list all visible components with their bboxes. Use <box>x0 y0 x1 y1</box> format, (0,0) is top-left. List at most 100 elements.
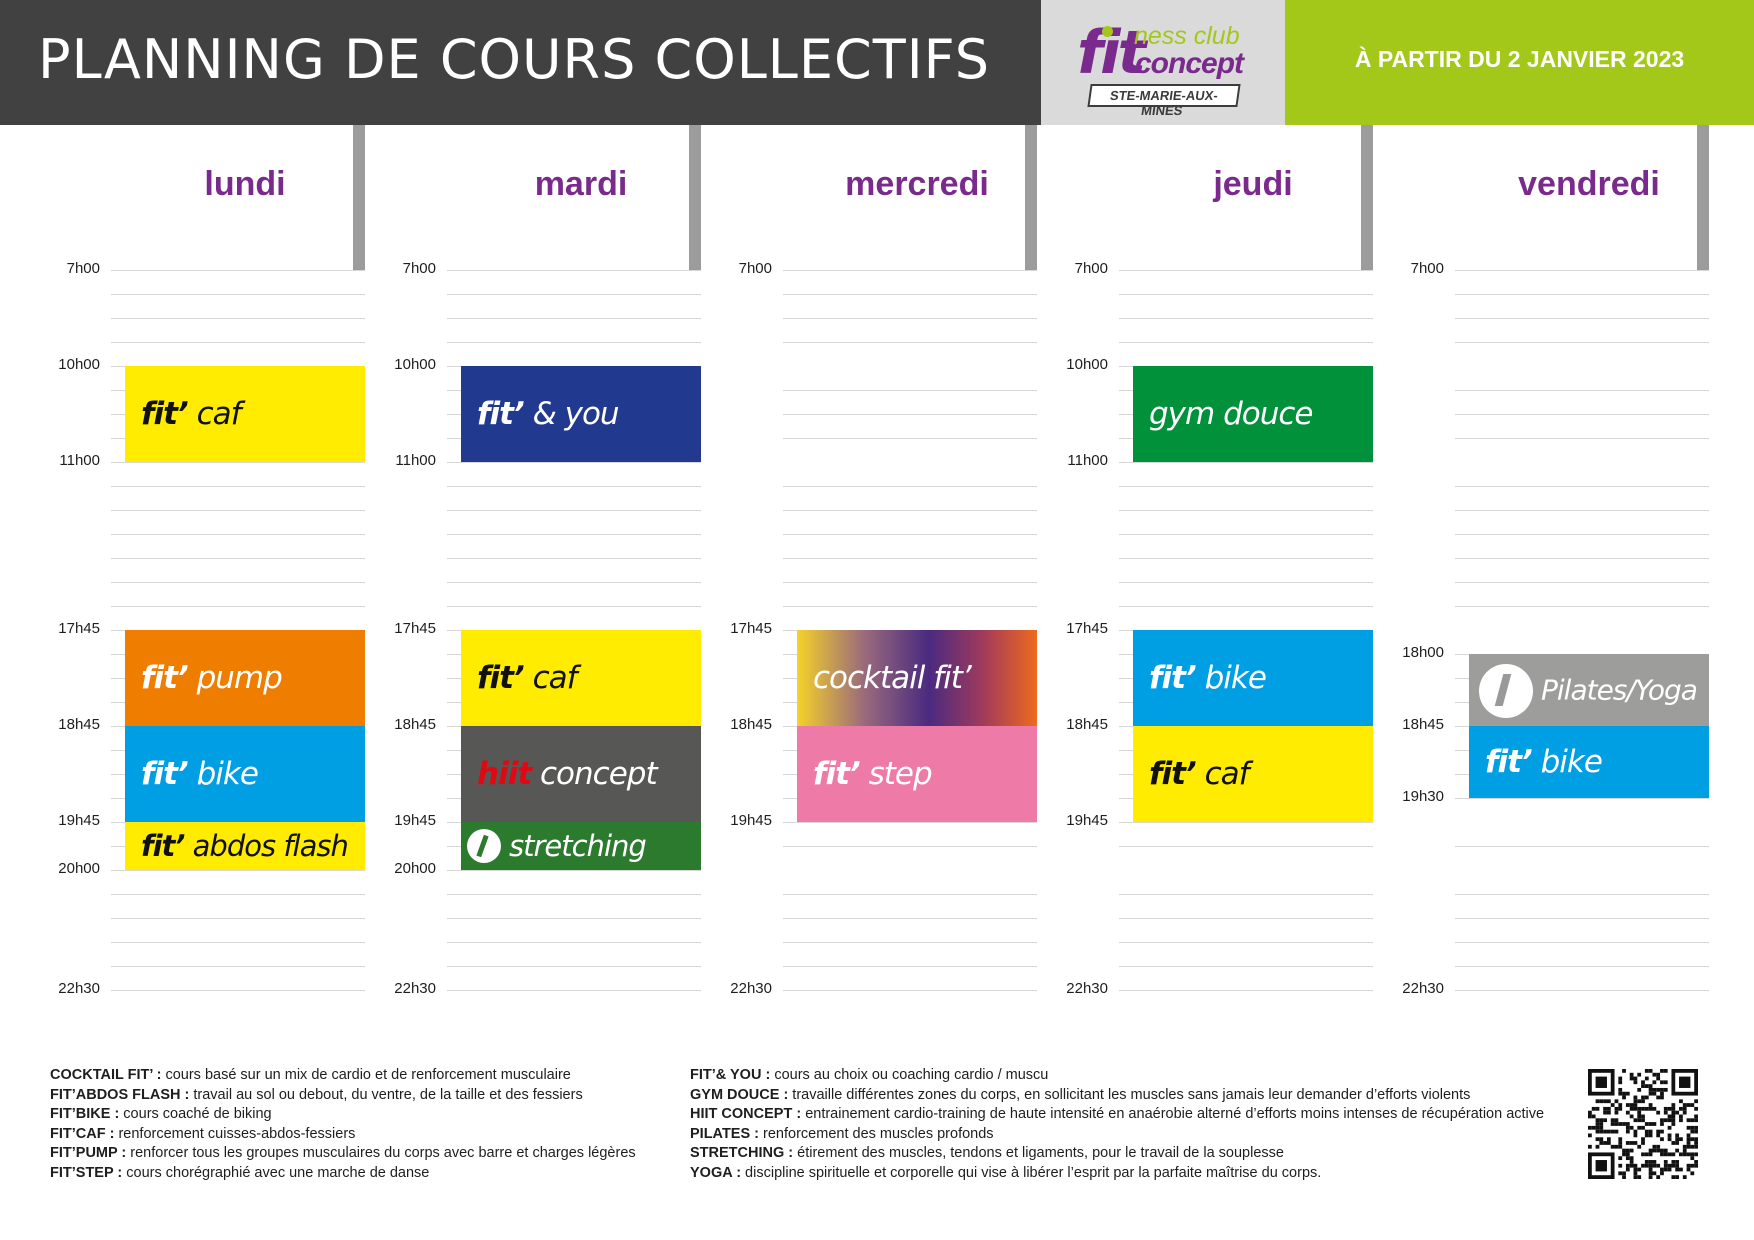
class-block[interactable]: fit’ caf <box>125 366 365 462</box>
logo-concept-text: concept <box>1135 47 1244 80</box>
time-gridline <box>1119 822 1373 823</box>
time-gridline <box>1455 270 1709 271</box>
legend-entry: FIT’PUMP : renforcer tous les groupes mu… <box>50 1144 636 1164</box>
time-gridline <box>111 870 365 871</box>
legend-description: entrainement cardio-training de haute in… <box>801 1106 1545 1122</box>
time-gridline <box>447 942 701 943</box>
class-name: fit’ step <box>813 756 933 792</box>
time-label: 7h00 <box>738 260 772 277</box>
class-block[interactable]: gym douce <box>1133 366 1373 462</box>
class-name: cocktail fit’ <box>813 660 972 696</box>
legend-entry: PILATES : renforcement des muscles profo… <box>690 1125 1544 1145</box>
class-name: fit’ abdos flash <box>141 829 349 863</box>
time-gridline <box>783 510 1037 511</box>
time-gridline <box>1119 462 1373 463</box>
class-block[interactable]: fit’ caf <box>1133 726 1373 822</box>
time-label: 17h45 <box>730 620 772 637</box>
class-block[interactable]: fit’ caf <box>461 630 701 726</box>
time-gridline <box>1119 270 1373 271</box>
class-name: fit’ pump <box>141 660 283 696</box>
day-name: vendredi <box>1518 165 1660 203</box>
legend-description: renforcement cuisses-abdos-fessiers <box>114 1125 356 1142</box>
time-gridline <box>783 318 1037 319</box>
time-gridline <box>783 606 1037 607</box>
time-gridline <box>111 918 365 919</box>
time-gridline <box>1455 534 1709 535</box>
day-column-mardi: mardi 7h00 10h00 11h00 17h45 18h45 19h45 20h00 2… <box>336 0 701 1020</box>
time-label: 19h45 <box>730 812 772 829</box>
legend-description: cours basé sur un mix de cardio et de re… <box>161 1067 571 1083</box>
time-gridline <box>111 966 365 967</box>
class-name: fit’ bike <box>1485 744 1603 780</box>
class-prefix: fit’ <box>1149 756 1197 792</box>
class-block[interactable]: stretching <box>461 822 701 870</box>
time-label: 10h00 <box>58 356 100 373</box>
time-gridline <box>111 342 365 343</box>
time-label: 18h00 <box>1402 644 1444 661</box>
time-gridline <box>1455 390 1709 391</box>
time-gridline <box>783 486 1037 487</box>
class-name: fit’ bike <box>1149 660 1267 696</box>
class-title: stretching <box>509 829 647 863</box>
class-block[interactable]: fit’ & you <box>461 366 701 462</box>
header-date-bar: À PARTIR DU 2 JANVIER 2023 <box>1285 0 1754 125</box>
time-label: 19h30 <box>1402 788 1444 805</box>
time-label: 18h45 <box>730 716 772 733</box>
time-gridline <box>447 486 701 487</box>
legend-entry: FIT’BIKE : cours coaché de biking <box>50 1105 636 1125</box>
day-name: jeudi <box>1213 165 1293 203</box>
class-block[interactable]: fit’ step <box>797 726 1037 822</box>
time-gridline <box>1455 486 1709 487</box>
time-gridline <box>111 558 365 559</box>
class-block[interactable]: Pilates/Yoga <box>1469 654 1709 726</box>
class-block[interactable]: cocktail fit’ <box>797 630 1037 726</box>
class-block[interactable]: fit’ bike <box>1469 726 1709 798</box>
class-block[interactable]: fit’ pump <box>125 630 365 726</box>
legend-entry: FIT’ABDOS FLASH : travail au sol ou debo… <box>50 1086 636 1106</box>
time-label: 18h45 <box>1402 716 1444 733</box>
time-label: 17h45 <box>1066 620 1108 637</box>
time-gridline <box>1455 318 1709 319</box>
club-logo: fit ness club concept STE-MARIE-AUX-MINE… <box>1041 0 1285 125</box>
class-prefix: fit’ <box>1149 660 1197 696</box>
day-name: mardi <box>534 165 628 203</box>
time-label: 19h45 <box>1066 812 1108 829</box>
class-block[interactable]: fit’ bike <box>125 726 365 822</box>
day-column-vendredi: vendredi 7h00 18h00 18h45 19h30 22h30 Pilates/… <box>1344 0 1709 1020</box>
time-gridline <box>447 318 701 319</box>
class-block[interactable]: hiit concept <box>461 726 701 822</box>
legend-key: FIT’BIKE : <box>50 1106 120 1122</box>
time-gridline <box>111 582 365 583</box>
time-gridline <box>1455 942 1709 943</box>
class-title: caf <box>196 396 242 432</box>
day-header-bar <box>1361 125 1373 270</box>
time-label: 7h00 <box>1410 260 1444 277</box>
time-gridline <box>783 558 1037 559</box>
class-name: hiit concept <box>477 756 658 792</box>
time-gridline <box>783 990 1037 991</box>
time-gridline <box>783 846 1037 847</box>
legend-entry: HIIT CONCEPT : entrainement cardio-train… <box>690 1105 1544 1125</box>
time-gridline <box>1119 846 1373 847</box>
class-block[interactable]: fit’ abdos flash <box>125 822 365 870</box>
time-gridline <box>783 582 1037 583</box>
time-label: 19h45 <box>394 812 436 829</box>
class-title: caf <box>532 660 578 696</box>
legend-entry: FIT’CAF : renforcement cuisses-abdos-fes… <box>50 1125 636 1145</box>
time-gridline <box>447 606 701 607</box>
legend-description: cours coaché de biking <box>119 1106 272 1122</box>
time-label: 20h00 <box>58 860 100 877</box>
class-name: fit’ & you <box>477 396 620 432</box>
header-title-bar: PLANNING DE COURS COLLECTIFS <box>0 0 1041 125</box>
time-gridline <box>1119 342 1373 343</box>
legend-description: travaille différentes zones du corps, en… <box>788 1086 1471 1103</box>
class-block[interactable]: fit’ bike <box>1133 630 1373 726</box>
logo-ness-text: ness club <box>1134 22 1240 50</box>
time-label: 18h45 <box>394 716 436 733</box>
time-label: 22h30 <box>730 980 772 997</box>
time-gridline <box>1119 510 1373 511</box>
legend-description: renforcer tous les groupes musculaires d… <box>126 1145 636 1161</box>
time-gridline <box>1119 894 1373 895</box>
legend-right: FIT’& YOU : cours au choix ou coaching c… <box>690 1066 1544 1183</box>
legend-key: GYM DOUCE : <box>690 1086 789 1103</box>
